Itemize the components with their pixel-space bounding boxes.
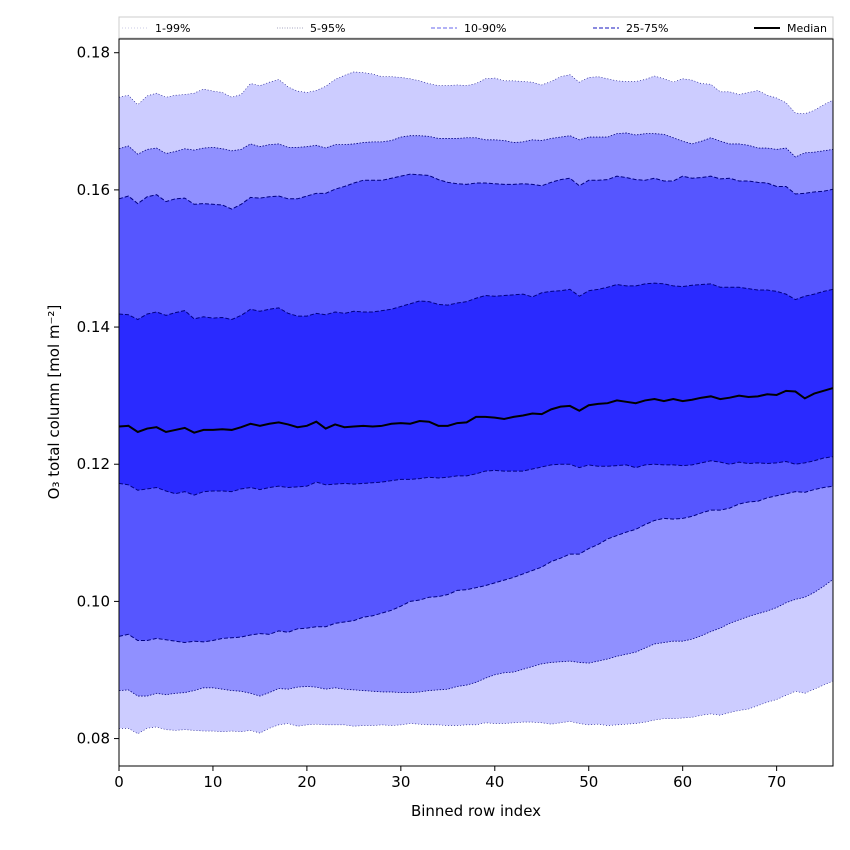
legend: 1-99% 5-95% 10-90% 25-75% Median [118,16,834,39]
legend-entry-label: 10-90% [464,22,506,35]
y-tick-label: 0.12 [77,455,110,473]
band-5-95-lower-edge [118,579,834,697]
y-tick-label: 0.14 [77,318,110,336]
x-tick-label: 10 [203,773,222,791]
legend-entry-label: 25-75% [626,22,668,35]
x-tick-label: 20 [297,773,316,791]
x-axis-ticks: 0 10 20 30 40 50 60 70 [114,766,786,791]
band-1-99-lower-edge [119,680,834,735]
y-tick-label: 0.18 [77,44,110,62]
band-25-75-lower-edge [118,456,834,496]
x-tick-label: 30 [391,773,410,791]
bands-layer [119,71,833,734]
x-tick-label: 60 [673,773,692,791]
band-5-95-upper-edge [118,132,834,158]
median-layer [118,387,834,434]
y-tick-label: 0.08 [77,730,110,748]
y-axis-ticks: 0.08 0.10 0.12 0.14 0.16 0.18 [77,44,119,748]
y-tick-label: 0.16 [77,181,110,199]
x-tick-label: 0 [114,773,124,791]
legend-entry-label: Median [787,22,827,35]
x-tick-label: 70 [767,773,786,791]
legend-entry-label: 5-95% [310,22,345,35]
band-25-75-area [119,283,833,496]
y-axis-label: O₃ total column [mol m⁻²] [45,305,63,500]
band-25-75-upper-edge [118,282,834,321]
legend-entry-label: 1-99% [155,22,190,35]
legend-box [118,16,834,39]
x-axis-label: Binned row index [411,802,541,820]
x-tick-label: 50 [579,773,598,791]
band-10-90-lower-edge [118,485,834,644]
plot-frame [118,38,834,767]
x-tick-label: 40 [485,773,504,791]
band-edges-layer [118,71,834,735]
median-line [118,387,834,434]
y-tick-label: 0.10 [77,592,110,610]
